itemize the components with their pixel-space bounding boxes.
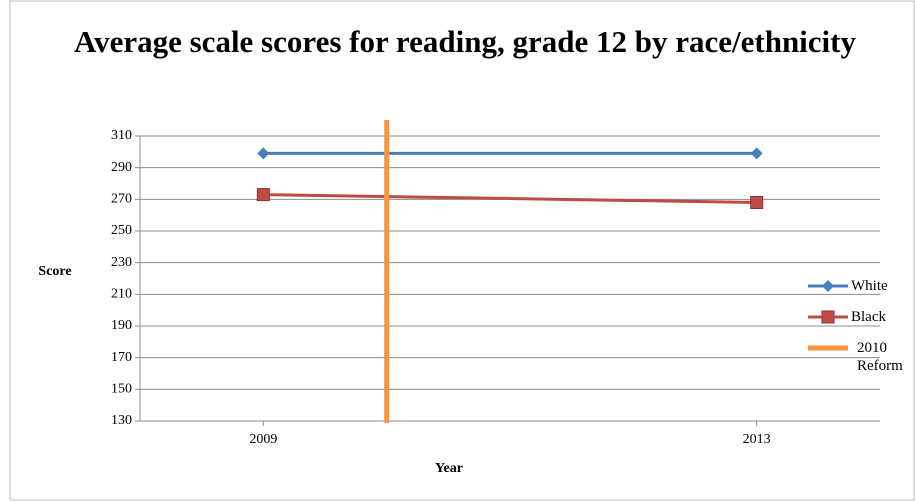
- y-tick-label: 130: [111, 413, 132, 428]
- legend-label: 2010 Reform: [857, 340, 903, 374]
- y-tick-label: 150: [111, 382, 132, 397]
- x-tick-label: 2013: [743, 432, 771, 447]
- chart-border: [9, 0, 915, 501]
- x-tick-label: 2009: [249, 432, 277, 447]
- legend-marker: [822, 280, 834, 292]
- legend-marker: [821, 310, 835, 324]
- chart-title: Average scale scores for reading, grade …: [74, 24, 856, 59]
- y-tick-label: 190: [111, 318, 132, 333]
- x-axis-label: Year: [435, 461, 463, 476]
- y-tick-label: 270: [111, 192, 132, 207]
- y-tick-label: 290: [111, 160, 132, 175]
- marker: [256, 188, 270, 202]
- marker: [257, 147, 270, 160]
- marker: [750, 196, 764, 209]
- y-tick-label: 310: [111, 128, 132, 143]
- legend-label: Black: [851, 309, 886, 325]
- legend-label: White: [851, 278, 888, 294]
- y-axis-label: Score: [38, 264, 71, 279]
- marker: [750, 147, 763, 160]
- y-tick-label: 170: [111, 350, 132, 365]
- series-line: [263, 193, 757, 204]
- y-tick-label: 250: [111, 223, 132, 238]
- y-tick-label: 230: [111, 255, 132, 270]
- y-tick-label: 210: [111, 287, 132, 302]
